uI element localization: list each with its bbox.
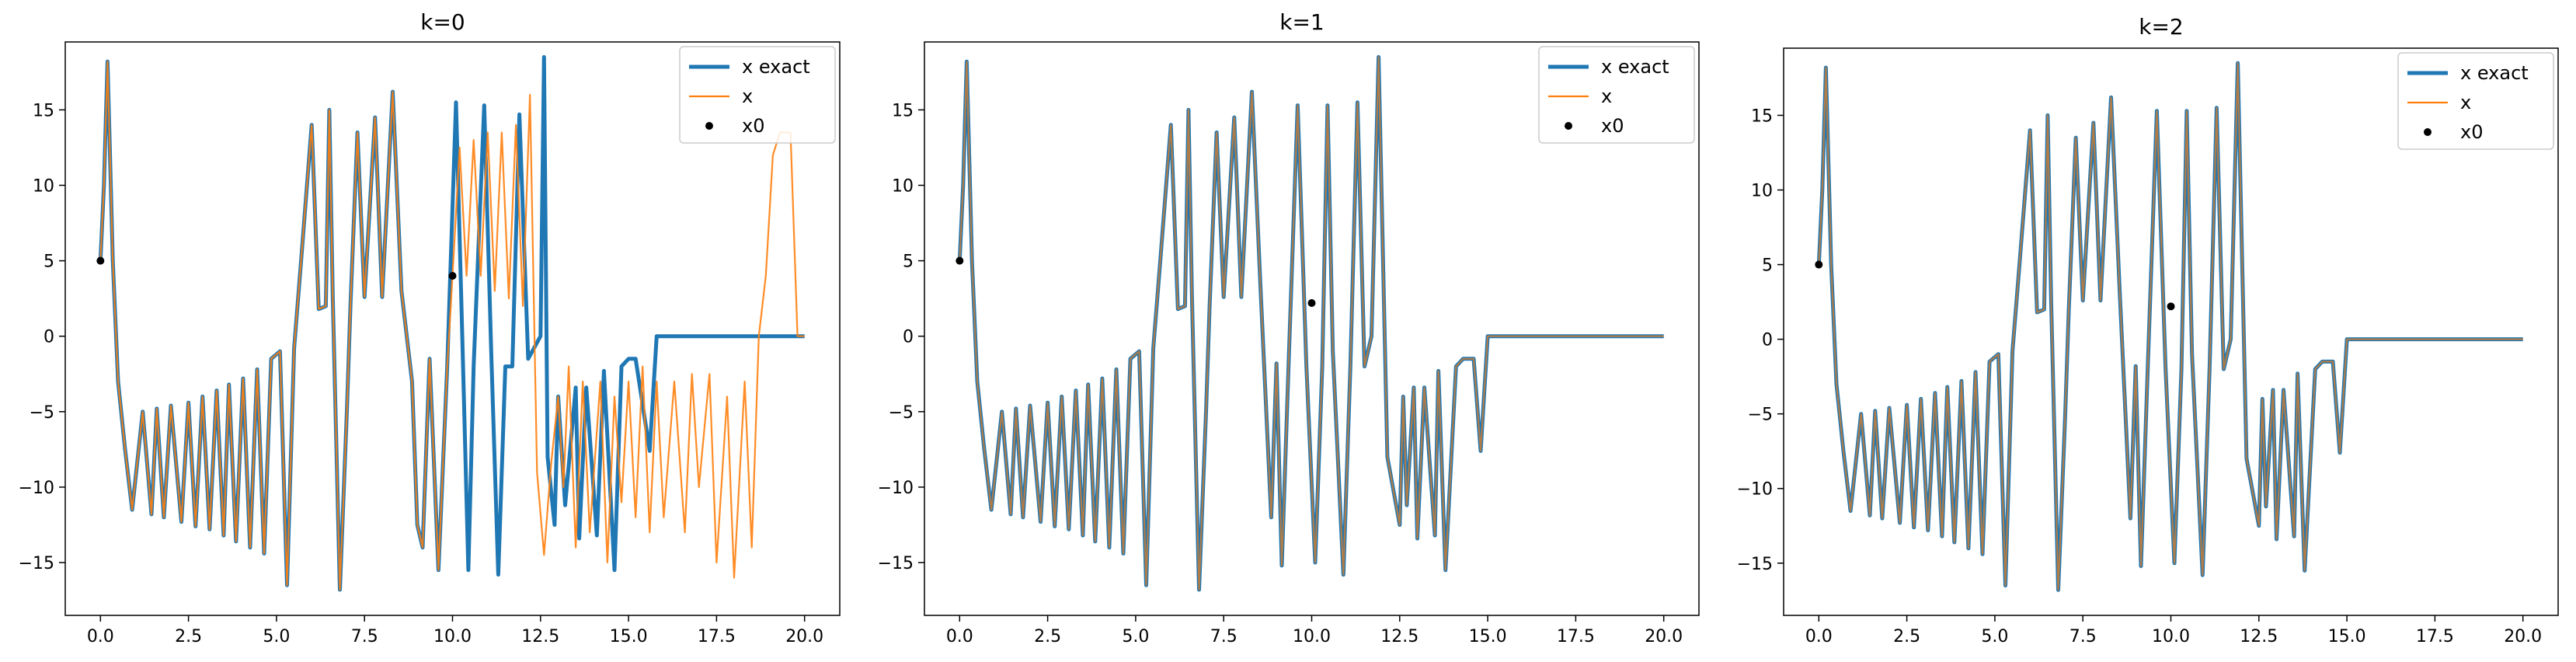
x-tick-label: 12.5: [2240, 627, 2278, 646]
x-tick-label: 20.0: [2504, 627, 2542, 646]
x-tick-label: 0.0: [1805, 627, 1833, 646]
legend-marker-x0: [1565, 122, 1572, 130]
legend-label: x0: [742, 115, 764, 137]
x-tick-label: 20.0: [785, 627, 823, 646]
y-tick-label: −5: [1748, 406, 1773, 425]
y-tick-label: −15: [1737, 555, 1773, 574]
x-tick-label: 10.0: [433, 627, 472, 646]
x-tick-label: 15.0: [1469, 627, 1507, 646]
x-tick-label: 0.0: [87, 627, 114, 646]
legend-label: x: [742, 85, 753, 107]
x-tick-label: 5.0: [263, 627, 290, 646]
series-line-x: [99, 61, 805, 591]
y-tick-label: −10: [878, 479, 914, 498]
x-tick-label: 5.0: [1122, 627, 1149, 646]
x-tick-label: 2.5: [1893, 627, 1920, 646]
x-tick-label: 17.5: [2416, 627, 2454, 646]
y-tick-label: 5: [44, 253, 54, 272]
x0-point: [1307, 298, 1316, 307]
x0-point: [96, 256, 105, 265]
legend-label: x exact: [1601, 56, 1669, 78]
legend-marker-x0: [705, 122, 713, 130]
y-tick-label: −10: [19, 479, 54, 498]
legend-marker-x0: [2424, 128, 2432, 136]
y-tick-label: −10: [1737, 480, 1773, 500]
subplot-title: k=2: [2139, 14, 2184, 40]
legend-label: x: [2460, 92, 2471, 113]
legend-box: [2397, 52, 2554, 150]
plot-area: [956, 54, 1664, 592]
x0-point: [1815, 260, 1823, 269]
legend: x exact x x0: [2397, 52, 2554, 150]
y-tick-label: 10: [892, 177, 914, 197]
x-tick-label: 12.5: [521, 627, 559, 646]
legend-label: x0: [2460, 121, 2483, 143]
legend-label: x exact: [742, 56, 810, 78]
legend-label: x0: [1601, 115, 1624, 137]
y-tick-label: 15: [1751, 106, 1773, 126]
x0-point: [2167, 302, 2175, 311]
y-tick-label: 0: [903, 328, 914, 347]
x0-point: [956, 256, 964, 265]
y-tick-label: −5: [30, 403, 54, 423]
x-tick-label: 7.5: [351, 627, 378, 646]
subplot-k2: k=2 0.0 2.5 5.0 7.5 10.0 12.5 15.0 17.5 20.0 −15 −…: [1737, 14, 2559, 646]
y-tick-label: −15: [19, 554, 54, 573]
plot-area: [96, 54, 805, 592]
legend: x exact x x0: [1538, 46, 1695, 144]
subplot-title: k=0: [420, 9, 465, 35]
subplot-k1: k=1 0.0 2.5 5.0 7.5 10.0 12.5 15.0 17.5 20.0 −15 −…: [878, 9, 1700, 646]
x-tick-label: 15.0: [610, 627, 648, 646]
subplot-title: k=1: [1279, 9, 1325, 35]
y-tick-label: 0: [1762, 331, 1773, 350]
x-tick-label: 15.0: [2328, 627, 2366, 646]
y-tick-label: 5: [1762, 256, 1773, 276]
legend-box: [1538, 46, 1695, 144]
y-tick-label: 5: [903, 253, 914, 272]
x-tick-label: 2.5: [1034, 627, 1061, 646]
y-tick-label: 10: [33, 177, 54, 197]
x-tick-label: 7.5: [1210, 627, 1238, 646]
legend-box: [679, 46, 836, 144]
x-tick-label: 2.5: [175, 627, 202, 646]
y-tick-label: 10: [1751, 182, 1773, 201]
x-tick-label: 7.5: [2070, 627, 2097, 646]
subplot-k0: k=0 0.0 2.5 5.0 7.5 10.0 12.5 15.0 17.5 20.0 −15 −…: [19, 9, 841, 646]
legend-label: x: [1601, 85, 1612, 107]
x-tick-label: 10.0: [1293, 627, 1331, 646]
x-tick-label: 20.0: [1645, 627, 1683, 646]
x-tick-label: 0.0: [946, 627, 973, 646]
series-line-x: [1818, 62, 2523, 591]
x-tick-label: 17.5: [1557, 627, 1595, 646]
y-tick-label: −15: [878, 554, 914, 573]
y-tick-label: −5: [889, 403, 914, 423]
y-tick-label: 0: [44, 328, 54, 347]
plot-area: [1815, 61, 2523, 592]
x-tick-label: 5.0: [1981, 627, 2008, 646]
legend: x exact x x0: [679, 46, 836, 144]
y-tick-label: 15: [892, 101, 914, 120]
x-tick-label: 10.0: [2152, 627, 2190, 646]
x-tick-label: 12.5: [1380, 627, 1419, 646]
legend-label: x exact: [2460, 62, 2529, 84]
series-line-x: [959, 56, 1664, 591]
y-tick-label: 15: [33, 101, 54, 120]
x0-point: [448, 272, 457, 280]
x-tick-label: 17.5: [698, 627, 736, 646]
